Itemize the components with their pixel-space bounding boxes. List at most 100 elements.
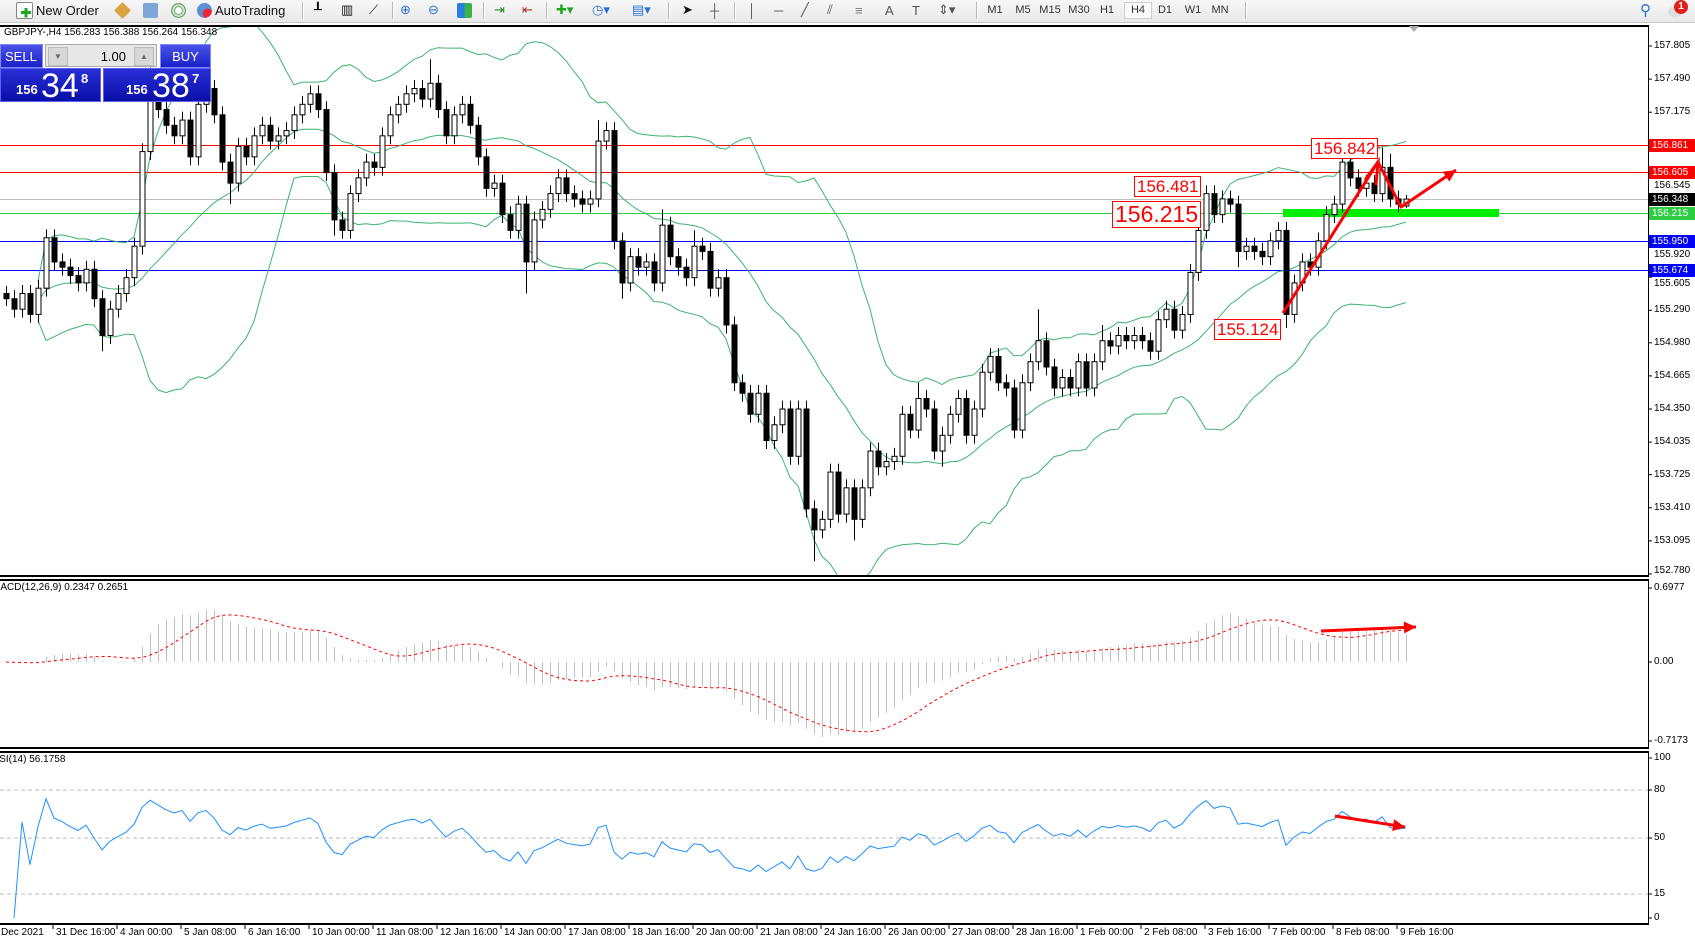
candle-body <box>107 308 114 336</box>
arrows-icon[interactable]: ⇕▾ <box>938 2 956 17</box>
annotation-low[interactable]: 155.124 <box>1214 319 1282 340</box>
price-tick-label: 153.095 <box>1654 535 1691 546</box>
timeframe-h1[interactable]: H1 <box>1099 4 1115 16</box>
annotation-support[interactable]: 156.215 <box>1112 201 1202 228</box>
time-tick-label: Dec 2021 <box>1 927 44 938</box>
candle-body <box>187 119 194 158</box>
annotation-high[interactable]: 156.842 <box>1311 138 1379 159</box>
lot-decrease-button[interactable]: ▼ <box>48 47 68 66</box>
notifications-button[interactable]: 1 <box>1668 0 1688 19</box>
candle <box>515 195 522 239</box>
horizontal-line-icon[interactable]: ─ <box>774 2 784 18</box>
candle-body <box>1203 193 1210 231</box>
fibonacci-icon[interactable]: ≡ <box>855 2 863 18</box>
tile-windows-icon[interactable] <box>457 3 472 18</box>
candle-body <box>1339 161 1346 205</box>
price-panel-border <box>0 25 1649 577</box>
candle-body <box>139 151 146 247</box>
candle-body <box>859 487 866 520</box>
candle-body <box>643 261 650 268</box>
timeframe-h4[interactable]: H4 <box>1124 2 1152 19</box>
lot-size-input[interactable]: ▼ 1.00 ▲ <box>45 44 157 67</box>
candle <box>1035 309 1042 371</box>
zoom-out-icon[interactable]: ⊖ <box>428 2 439 17</box>
candle-body <box>251 135 258 158</box>
candle <box>355 169 362 203</box>
buy-price-sup: 7 <box>192 71 200 86</box>
candle <box>963 390 970 444</box>
candle-body <box>1219 198 1226 216</box>
timeframe-d1[interactable]: D1 <box>1157 4 1173 16</box>
candle <box>675 248 682 276</box>
auto-scroll-icon[interactable]: ⇥ <box>494 2 505 17</box>
candle <box>211 80 218 124</box>
sell-price-sup: 8 <box>81 71 89 86</box>
navigator-icon[interactable] <box>143 3 158 18</box>
candle-body <box>1139 334 1146 342</box>
candle-body <box>539 208 546 221</box>
candle-body <box>995 355 1002 384</box>
annotation-swing-high[interactable]: 156.481 <box>1134 176 1202 197</box>
time-tick-label: 24 Jan 16:00 <box>824 927 882 938</box>
signals-icon[interactable] <box>171 3 186 18</box>
search-icon[interactable]: ⚲ <box>1640 2 1651 19</box>
new-order-button[interactable]: New Order <box>16 0 99 20</box>
indicators-icon[interactable]: ✚▾ <box>556 2 574 17</box>
candle <box>187 111 194 166</box>
timeframe-m1[interactable]: M1 <box>987 4 1003 16</box>
buy-price-button[interactable]: 156 38 7 <box>103 67 211 105</box>
equidistant-channel-icon[interactable]: ⫽ <box>827 2 833 17</box>
candle-body <box>1251 245 1258 252</box>
sell-button[interactable]: SELL <box>0 44 43 68</box>
candle-body <box>819 518 826 531</box>
candle <box>739 374 746 402</box>
timeframe-m5[interactable]: M5 <box>1015 4 1031 16</box>
candle-body <box>763 392 770 442</box>
candle <box>475 116 482 166</box>
candle-body <box>651 261 658 284</box>
periods-clock-icon[interactable]: ◷▾ <box>592 2 610 17</box>
bar-chart-icon[interactable]: ┸ <box>314 2 322 17</box>
candle <box>107 300 114 344</box>
rsi-tick-label: 0 <box>1654 912 1660 923</box>
candle-body <box>515 203 522 231</box>
buy-button[interactable]: BUY <box>160 44 211 68</box>
candle <box>795 400 802 465</box>
candle <box>683 258 690 287</box>
lot-increase-button[interactable]: ▲ <box>134 47 154 66</box>
vertical-line-icon[interactable]: │ <box>748 2 757 18</box>
candle <box>291 106 298 139</box>
candle <box>787 400 794 465</box>
timeframe-m30[interactable]: M30 <box>1068 4 1090 16</box>
autotrading-button[interactable]: AutoTrading <box>197 0 285 20</box>
crosshair-icon[interactable]: ┼ <box>710 2 720 18</box>
candle <box>827 463 834 528</box>
chart-shift-icon[interactable]: ⇤ <box>522 2 533 17</box>
candle <box>483 148 490 197</box>
templates-icon[interactable]: ▤▾ <box>632 2 651 17</box>
text-label-icon[interactable]: T <box>912 2 920 18</box>
line-chart-icon[interactable]: ⟋ <box>369 2 379 17</box>
candle <box>1099 324 1106 371</box>
zoom-in-icon[interactable]: ⊕ <box>400 2 411 17</box>
candle <box>1075 353 1082 397</box>
sell-price-button[interactable]: 156 34 8 <box>0 67 101 105</box>
candle-body <box>1075 361 1082 389</box>
trendline-icon[interactable]: ╱ <box>801 2 809 17</box>
candle <box>299 95 306 124</box>
candle <box>1107 332 1114 355</box>
chart-shift-marker[interactable] <box>1409 26 1419 32</box>
timeframe-w1[interactable]: W1 <box>1184 4 1202 16</box>
candle-body <box>603 130 610 142</box>
cursor-icon[interactable]: ➤ <box>682 2 693 17</box>
candlestick-chart-icon[interactable]: ▥ <box>341 2 354 17</box>
candle-body <box>755 392 762 415</box>
timeframe-m15[interactable]: M15 <box>1039 4 1061 16</box>
candle-body <box>355 177 362 195</box>
candle-body <box>835 471 842 515</box>
text-icon[interactable]: A <box>885 2 894 18</box>
candle-body <box>315 93 322 111</box>
timeframe-mn[interactable]: MN <box>1211 4 1229 16</box>
candle <box>1187 264 1194 323</box>
